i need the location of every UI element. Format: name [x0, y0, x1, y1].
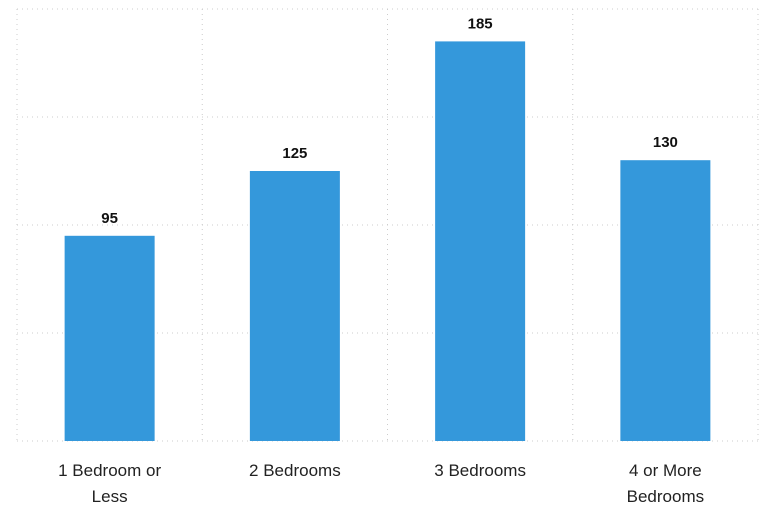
bar: [435, 41, 526, 442]
x-tick-label: 1 Bedroom or Less: [58, 461, 162, 506]
bar: [64, 235, 155, 441]
bar: [620, 160, 711, 441]
value-label: 95: [101, 210, 118, 227]
bar: [249, 171, 340, 441]
x-tick-label: 4 or More Bedrooms: [626, 461, 705, 506]
value-label: 185: [468, 15, 493, 32]
value-label: 130: [653, 134, 678, 151]
x-tick-label: 2 Bedrooms: [249, 461, 341, 480]
x-tick-label: 3 Bedrooms: [434, 461, 526, 480]
value-label: 125: [282, 145, 307, 162]
